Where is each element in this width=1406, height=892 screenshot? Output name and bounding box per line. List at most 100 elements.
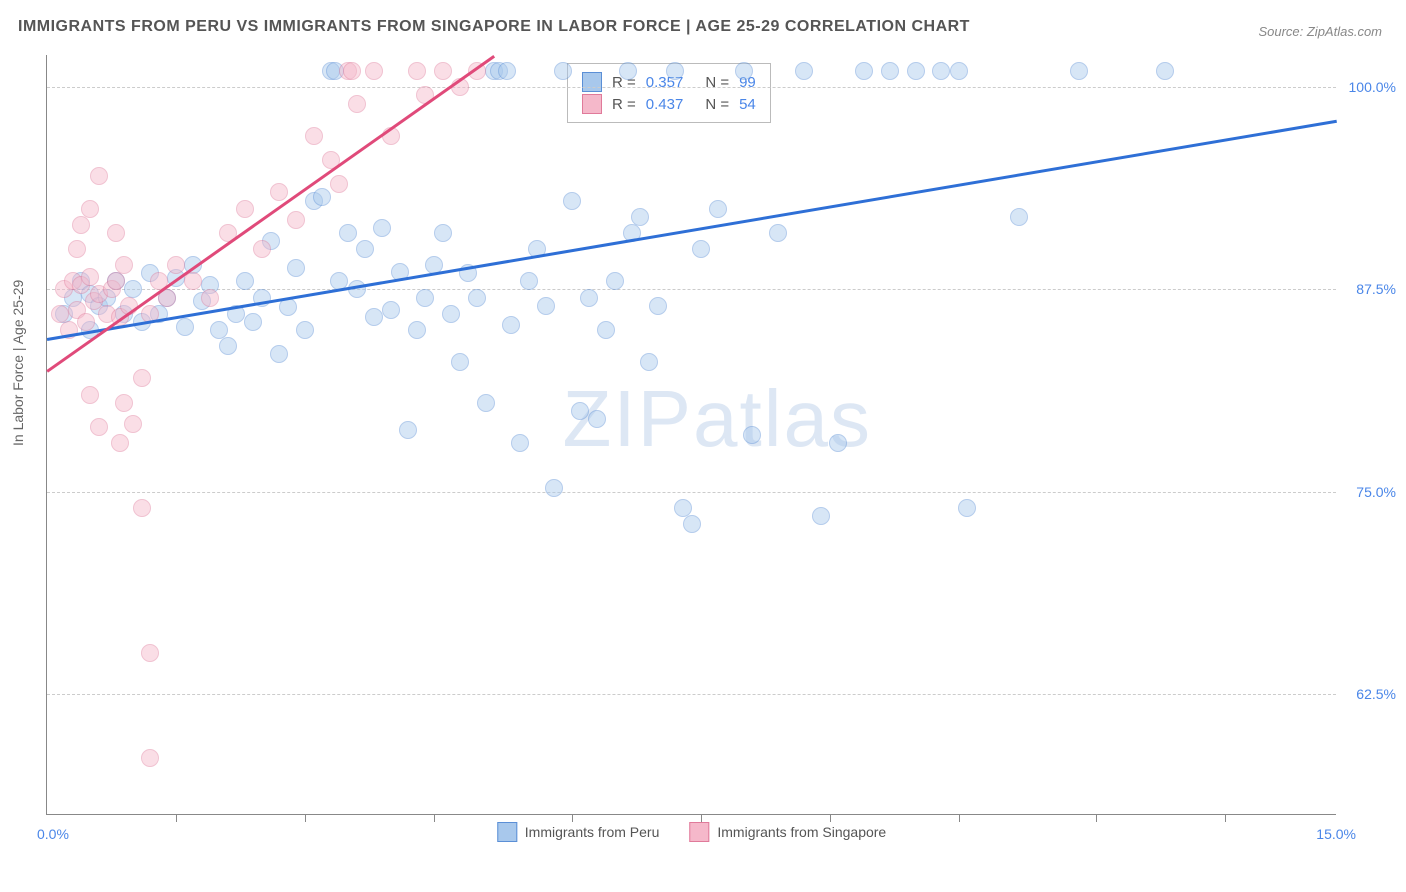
- x-tick: [830, 814, 831, 822]
- series-swatch: [582, 72, 602, 92]
- data-point: [735, 62, 753, 80]
- gridline-h: [47, 87, 1336, 88]
- data-point: [1156, 62, 1174, 80]
- data-point: [769, 224, 787, 242]
- data-point: [244, 313, 262, 331]
- data-point: [373, 219, 391, 237]
- legend-item: Immigrants from Peru: [497, 822, 660, 842]
- data-point: [270, 345, 288, 363]
- data-point: [692, 240, 710, 258]
- data-point: [520, 272, 538, 290]
- series-swatch: [582, 94, 602, 114]
- data-point: [253, 240, 271, 258]
- data-point: [111, 434, 129, 452]
- data-point: [115, 256, 133, 274]
- x-tick: [701, 814, 702, 822]
- x-tick: [1096, 814, 1097, 822]
- x-axis-max-label: 15.0%: [1316, 826, 1356, 842]
- data-point: [201, 289, 219, 307]
- data-point: [468, 289, 486, 307]
- data-point: [133, 369, 151, 387]
- source-label: Source: ZipAtlas.com: [1258, 24, 1382, 39]
- data-point: [399, 421, 417, 439]
- data-point: [408, 62, 426, 80]
- legend-swatch: [497, 822, 517, 842]
- data-point: [958, 499, 976, 517]
- data-point: [881, 62, 899, 80]
- plot-area: ZIPatlas R =0.357N =99R =0.437N =54 0.0%…: [46, 55, 1336, 815]
- data-point: [434, 224, 452, 242]
- data-point: [950, 62, 968, 80]
- data-point: [330, 175, 348, 193]
- data-point: [498, 62, 516, 80]
- y-tick-label: 75.0%: [1356, 484, 1396, 500]
- data-point: [133, 499, 151, 517]
- y-tick-label: 100.0%: [1349, 79, 1396, 95]
- data-point: [416, 289, 434, 307]
- y-tick-label: 87.5%: [1356, 281, 1396, 297]
- y-axis-title: In Labor Force | Age 25-29: [10, 280, 26, 446]
- data-point: [502, 316, 520, 334]
- data-point: [382, 301, 400, 319]
- data-point: [236, 200, 254, 218]
- data-point: [743, 426, 761, 444]
- data-point: [141, 749, 159, 767]
- r-label: R =: [612, 96, 636, 113]
- data-point: [829, 434, 847, 452]
- data-point: [563, 192, 581, 210]
- data-point: [81, 268, 99, 286]
- data-point: [666, 62, 684, 80]
- watermark: ZIPatlas: [563, 373, 872, 465]
- x-tick: [434, 814, 435, 822]
- trend-line: [47, 120, 1337, 341]
- data-point: [219, 337, 237, 355]
- data-point: [81, 200, 99, 218]
- x-tick: [305, 814, 306, 822]
- data-point: [107, 272, 125, 290]
- data-point: [270, 183, 288, 201]
- data-point: [296, 321, 314, 339]
- x-tick: [1225, 814, 1226, 822]
- data-point: [795, 62, 813, 80]
- legend-label: Immigrants from Peru: [525, 824, 660, 840]
- gridline-h: [47, 492, 1336, 493]
- x-axis-min-label: 0.0%: [37, 826, 69, 842]
- r-value: 0.437: [646, 96, 684, 113]
- stats-row: R =0.437N =54: [582, 94, 756, 114]
- data-point: [167, 256, 185, 274]
- data-point: [68, 240, 86, 258]
- data-point: [287, 211, 305, 229]
- data-point: [305, 127, 323, 145]
- chart-title: IMMIGRANTS FROM PERU VS IMMIGRANTS FROM …: [18, 18, 970, 36]
- data-point: [907, 62, 925, 80]
- data-point: [313, 188, 331, 206]
- data-point: [683, 515, 701, 533]
- data-point: [571, 402, 589, 420]
- data-point: [287, 259, 305, 277]
- data-point: [649, 297, 667, 315]
- data-point: [115, 394, 133, 412]
- data-point: [477, 394, 495, 412]
- data-point: [141, 644, 159, 662]
- data-point: [176, 318, 194, 336]
- data-point: [434, 62, 452, 80]
- data-point: [408, 321, 426, 339]
- data-point: [709, 200, 727, 218]
- data-point: [442, 305, 460, 323]
- data-point: [90, 167, 108, 185]
- data-point: [1010, 208, 1028, 226]
- data-point: [580, 289, 598, 307]
- data-point: [631, 208, 649, 226]
- trend-line: [46, 55, 495, 372]
- data-point: [511, 434, 529, 452]
- data-point: [279, 298, 297, 316]
- data-point: [588, 410, 606, 428]
- data-point: [81, 386, 99, 404]
- x-tick: [176, 814, 177, 822]
- data-point: [124, 415, 142, 433]
- gridline-h: [47, 694, 1336, 695]
- data-point: [640, 353, 658, 371]
- data-point: [236, 272, 254, 290]
- data-point: [554, 62, 572, 80]
- data-point: [365, 308, 383, 326]
